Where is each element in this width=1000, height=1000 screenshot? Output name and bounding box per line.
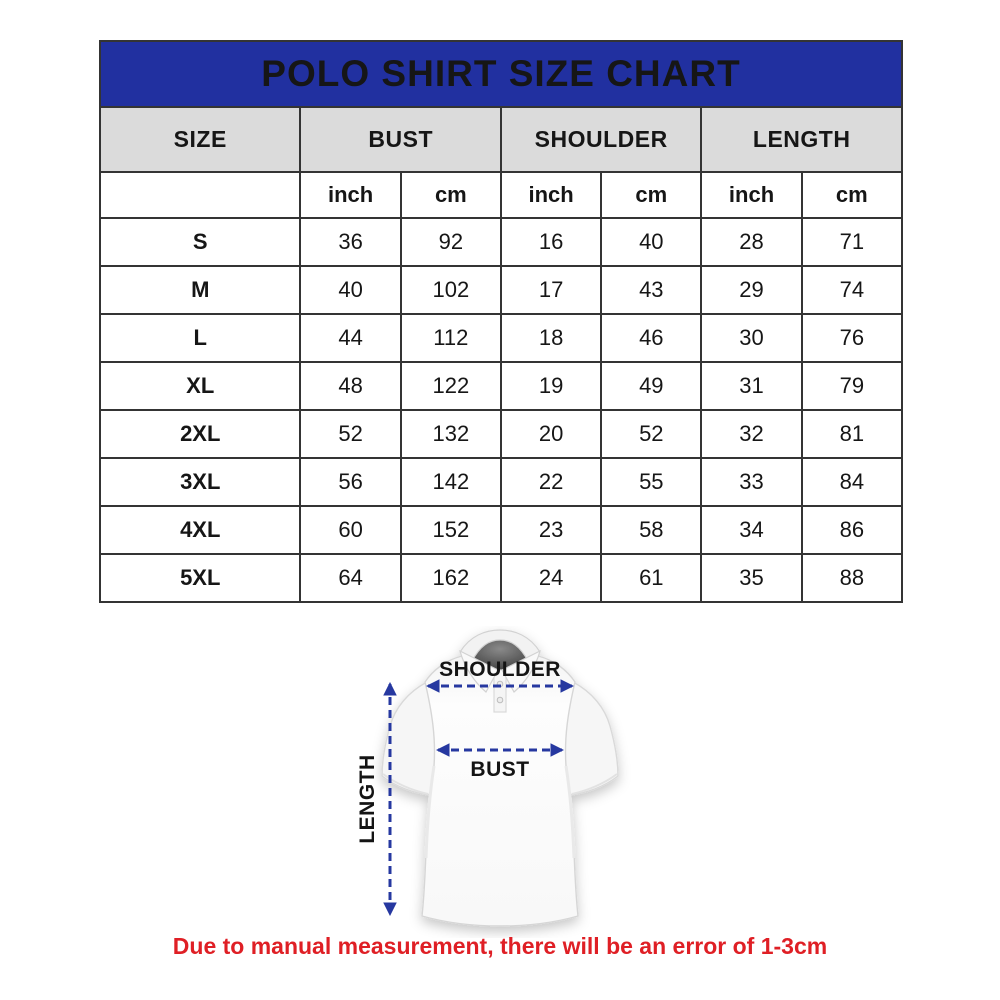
- shoulder-label: SHOULDER: [439, 658, 561, 681]
- table-row: S 36 92 16 40 28 71: [98, 217, 904, 267]
- value-cell: 71: [800, 217, 904, 267]
- value-cell: 122: [399, 361, 502, 411]
- value-cell: 28: [700, 217, 803, 267]
- value-cell: 52: [299, 409, 402, 459]
- value-cell: 58: [600, 505, 703, 555]
- value-cell: 18: [499, 313, 603, 363]
- value-cell: 31: [700, 361, 803, 411]
- polo-shirt-measurement-diagram: SHOULDER BUST LENGTH: [330, 626, 670, 938]
- value-cell: 48: [299, 361, 402, 411]
- table-row: M 40 102 17 43 29 74: [98, 265, 904, 315]
- value-cell: 61: [600, 553, 703, 603]
- unit-header: inch: [299, 171, 402, 219]
- measurement-arrows: SHOULDER BUST LENGTH: [356, 658, 575, 917]
- size-chart: POLO SHIRT SIZE CHART SIZE BUST SHOULDER…: [98, 40, 904, 603]
- size-cell: 5XL: [98, 553, 302, 603]
- size-cell: 3XL: [98, 457, 302, 507]
- table-row: 2XL 52 132 20 52 32 81: [98, 409, 904, 459]
- col-header-bust: BUST: [299, 106, 502, 173]
- value-cell: 132: [399, 409, 502, 459]
- table-row: 5XL 64 162 24 61 35 88: [98, 553, 904, 603]
- col-header-size: SIZE: [98, 106, 302, 173]
- length-label: LENGTH: [356, 754, 379, 843]
- value-cell: 52: [600, 409, 703, 459]
- value-cell: 44: [299, 313, 402, 363]
- col-header-shoulder: SHOULDER: [499, 106, 703, 173]
- value-cell: 81: [800, 409, 904, 459]
- unit-header: cm: [399, 171, 502, 219]
- value-cell: 79: [800, 361, 904, 411]
- value-cell: 32: [700, 409, 803, 459]
- value-cell: 34: [700, 505, 803, 555]
- value-cell: 36: [299, 217, 402, 267]
- size-cell: L: [98, 313, 302, 363]
- column-group-headers: SIZE BUST SHOULDER LENGTH: [98, 106, 903, 173]
- bust-label: BUST: [470, 758, 529, 781]
- chart-title: POLO SHIRT SIZE CHART: [99, 40, 903, 108]
- table-row: XL 48 122 19 49 31 79: [98, 361, 904, 411]
- value-cell: 55: [600, 457, 703, 507]
- value-cell: 40: [299, 265, 402, 315]
- value-cell: 35: [700, 553, 803, 603]
- title-row: POLO SHIRT SIZE CHART: [99, 40, 903, 108]
- value-cell: 17: [499, 265, 603, 315]
- value-cell: 49: [600, 361, 703, 411]
- value-cell: 102: [399, 265, 502, 315]
- measurement-note: Due to manual measurement, there will be…: [172, 933, 828, 959]
- table-row: 3XL 56 142 22 55 33 84: [98, 457, 904, 507]
- value-cell: 74: [800, 265, 904, 315]
- unit-header: cm: [600, 171, 703, 219]
- value-cell: 92: [399, 217, 502, 267]
- value-cell: 64: [299, 553, 402, 603]
- table-row: 4XL 60 152 23 58 34 86: [98, 505, 904, 555]
- value-cell: 24: [499, 553, 603, 603]
- value-cell: 142: [399, 457, 502, 507]
- value-cell: 162: [399, 553, 502, 603]
- value-cell: 88: [800, 553, 904, 603]
- empty-corner-cell: [98, 171, 302, 219]
- size-cell: 2XL: [98, 409, 302, 459]
- size-cell: 4XL: [98, 505, 302, 555]
- value-cell: 60: [299, 505, 402, 555]
- unit-header: cm: [800, 171, 904, 219]
- value-cell: 84: [800, 457, 904, 507]
- size-cell: M: [98, 265, 302, 315]
- value-cell: 20: [499, 409, 603, 459]
- value-cell: 46: [600, 313, 703, 363]
- value-cell: 16: [499, 217, 603, 267]
- value-cell: 56: [299, 457, 402, 507]
- size-cell: S: [98, 217, 302, 267]
- table-row: L 44 112 18 46 30 76: [98, 313, 904, 363]
- value-cell: 29: [700, 265, 803, 315]
- value-cell: 40: [600, 217, 703, 267]
- value-cell: 33: [700, 457, 803, 507]
- value-cell: 30: [700, 313, 803, 363]
- unit-header: inch: [499, 171, 603, 219]
- unit-header: inch: [700, 171, 803, 219]
- size-chart-table: POLO SHIRT SIZE CHART SIZE BUST SHOULDER…: [98, 40, 904, 603]
- value-cell: 19: [499, 361, 603, 411]
- unit-header-row: inch cm inch cm inch cm: [98, 171, 904, 219]
- value-cell: 86: [800, 505, 904, 555]
- polo-shirt-illustration: SHOULDER BUST LENGTH: [356, 629, 619, 927]
- value-cell: 112: [399, 313, 502, 363]
- value-cell: 23: [499, 505, 603, 555]
- value-cell: 76: [800, 313, 904, 363]
- value-cell: 152: [399, 505, 502, 555]
- value-cell: 22: [499, 457, 603, 507]
- col-header-length: LENGTH: [700, 106, 903, 173]
- size-cell: XL: [98, 361, 302, 411]
- value-cell: 43: [600, 265, 703, 315]
